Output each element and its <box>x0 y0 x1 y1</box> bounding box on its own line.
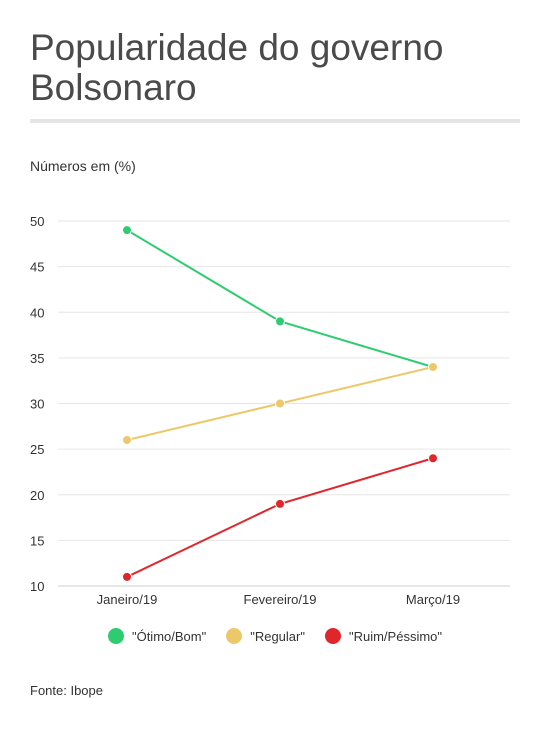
y-tick-label: 20 <box>30 488 44 503</box>
y-tick-label: 15 <box>30 533 44 548</box>
data-point <box>275 498 285 509</box>
chart-subtitle: Números em (%) <box>30 158 136 174</box>
legend-swatch <box>226 628 243 644</box>
line-chart: 10 15 20 25 30 35 40 45 50 Janeiro/19 Fevereiro/19… <box>30 214 510 607</box>
data-point <box>275 316 285 327</box>
y-tick-label: 40 <box>30 305 44 320</box>
legend-swatch <box>324 628 341 644</box>
x-tick-label: Fevereiro/19 <box>244 592 317 607</box>
data-point <box>122 571 132 582</box>
data-point <box>275 398 285 409</box>
y-tick-label: 30 <box>30 397 44 412</box>
y-tick-label: 25 <box>30 442 44 457</box>
legend-label: "Ótimo/Bom" <box>131 628 207 644</box>
legend-label: "Ruim/Péssimo" <box>348 628 443 644</box>
title-divider <box>30 119 520 123</box>
legend-item: "Ruim/Péssimo" <box>324 628 443 644</box>
x-tick-label: Março/19 <box>406 592 460 607</box>
series-line <box>126 457 434 578</box>
y-tick-label: 50 <box>30 214 44 229</box>
data-point <box>122 225 132 236</box>
page-title: Popularidade do governo Bolsonaro <box>30 27 444 108</box>
y-tick-label: 10 <box>30 579 44 594</box>
y-tick-label: 45 <box>30 260 44 275</box>
data-point <box>122 435 132 445</box>
y-tick-label: 35 <box>30 351 44 366</box>
data-point <box>428 362 438 372</box>
series-line <box>126 229 434 368</box>
data-point <box>428 453 438 464</box>
legend-swatch <box>107 628 124 644</box>
x-tick-label: Janeiro/19 <box>97 592 158 607</box>
legend-item: "Ótimo/Bom" <box>107 628 207 644</box>
legend-item: "Regular" <box>226 628 305 644</box>
legend-label: "Regular" <box>250 628 305 644</box>
chart-legend: "Ótimo/Bom" "Regular" "Ruim/Péssimo" <box>0 628 550 644</box>
source-note: Fonte: Ibope <box>30 683 103 698</box>
